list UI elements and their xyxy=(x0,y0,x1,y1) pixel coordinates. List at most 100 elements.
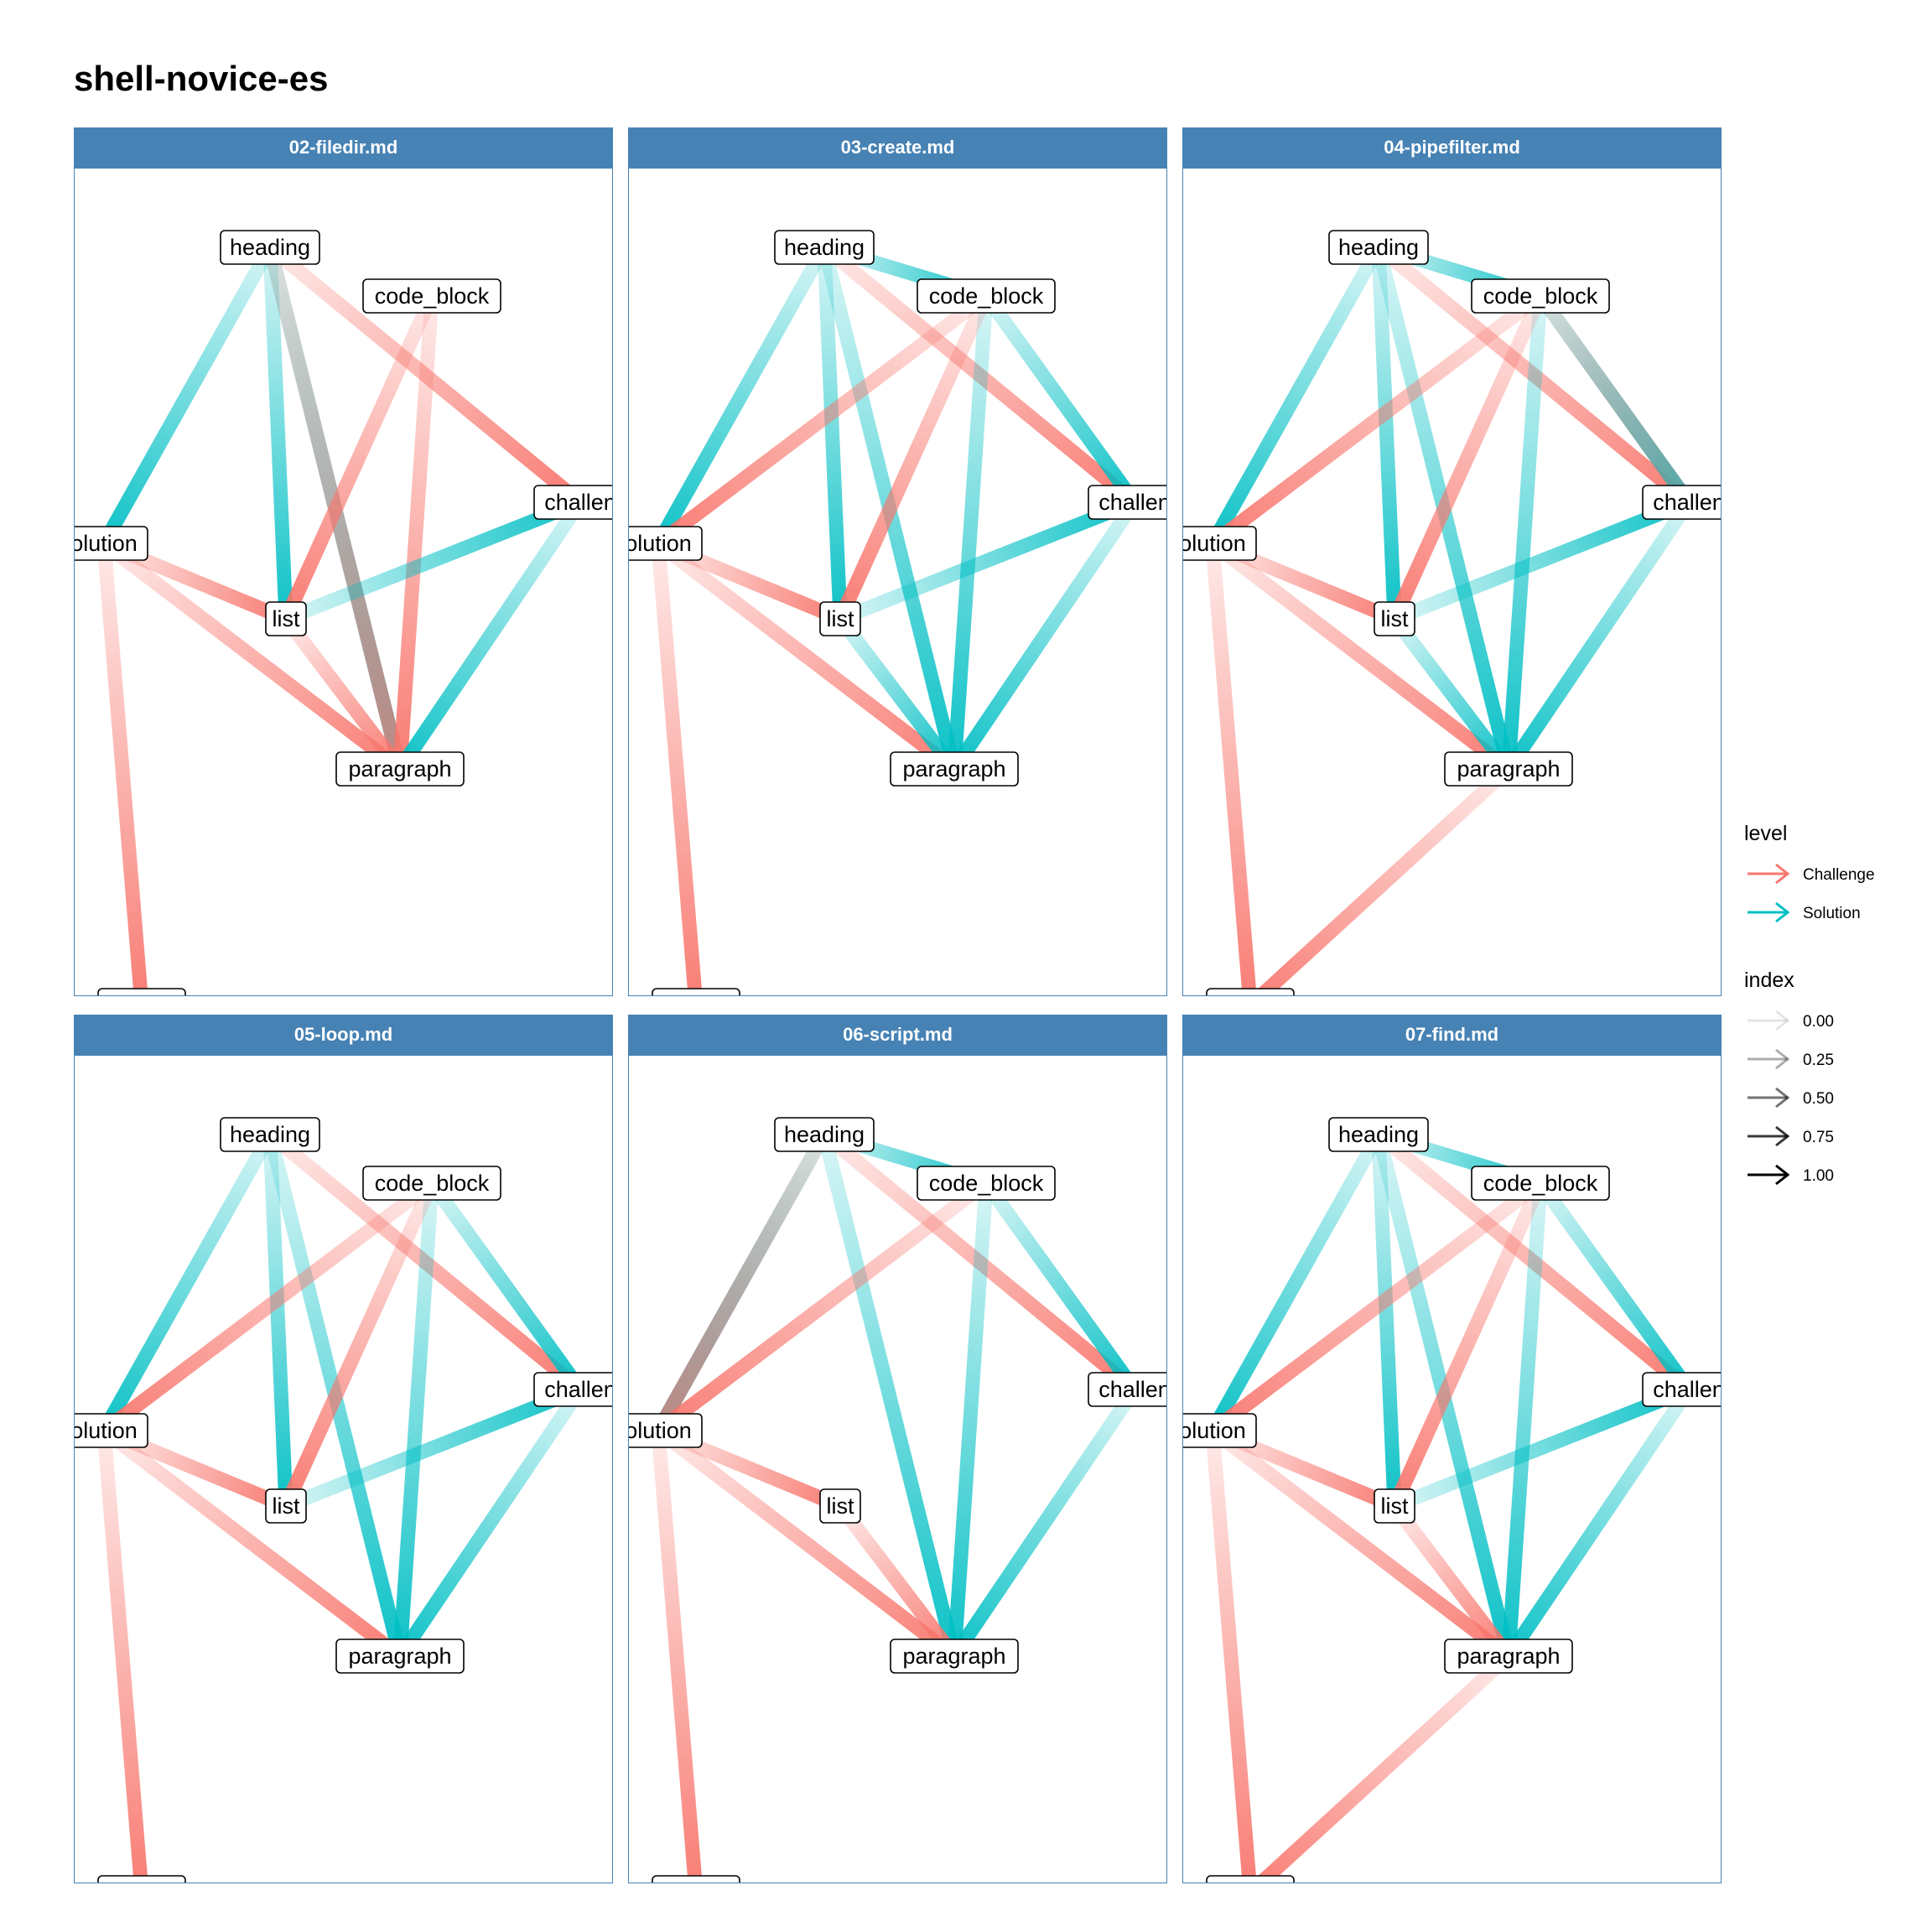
node-solution: olution xyxy=(75,526,148,561)
node-label-box xyxy=(265,1488,307,1524)
node-label-text: code_block xyxy=(1483,1171,1598,1196)
node-solution: olution xyxy=(75,1413,148,1448)
node-challenge: challen xyxy=(1088,1372,1166,1407)
node-label-box xyxy=(774,1117,875,1152)
node-label-box xyxy=(533,485,612,520)
graph-plot-area: heading code_block challen olution list parag… xyxy=(1182,168,1722,996)
edge-solution-lesson-challenge xyxy=(651,1430,703,1883)
edge-heading-list-solution xyxy=(262,1134,293,1507)
node-label-box xyxy=(1088,1372,1166,1407)
node-label-box xyxy=(890,1639,1019,1674)
node-list: list xyxy=(1374,1488,1415,1524)
legend-level-challenge: Challenge xyxy=(1744,858,1912,896)
node-heading: heading xyxy=(1328,230,1429,265)
node-label-box xyxy=(1471,1166,1610,1201)
page-title: shell-novice-es xyxy=(74,59,329,98)
facet-panel: 07-find.md heading code_block challen olutio… xyxy=(1182,1015,1722,1883)
node-label-text: heading xyxy=(230,1122,310,1147)
node-label-box xyxy=(75,526,148,561)
edge-list-paragraph-challenge xyxy=(1389,1501,1514,1661)
node-label-box xyxy=(1183,1413,1257,1448)
edge-code_block-paragraph-challenge xyxy=(392,295,439,770)
legend-index-label: 0.00 xyxy=(1803,1013,1834,1031)
node-code_block: code_block xyxy=(917,278,1056,314)
node-label-text: lesson xyxy=(663,993,729,995)
node-challenge: challen xyxy=(1088,485,1166,520)
node-lesson: lesson xyxy=(97,988,186,995)
facet-strip-label: 04-pipefilter.md xyxy=(1182,127,1722,168)
node-solution: olution xyxy=(1183,1413,1257,1448)
node-label-box xyxy=(1088,485,1166,520)
node-code_block: code_block xyxy=(917,1166,1056,1201)
edge-code_block-challenge-solution xyxy=(1535,1179,1695,1394)
facet-strip-label: 07-find.md xyxy=(1182,1015,1722,1055)
node-label-box xyxy=(652,988,740,995)
node-label-text: list xyxy=(1381,606,1409,631)
edge-list-challenge-solution xyxy=(283,496,584,626)
node-label-box xyxy=(1328,1117,1429,1152)
edge-solution-lesson-challenge xyxy=(96,1430,148,1883)
edge-code_block-list-challenge xyxy=(1388,1180,1547,1509)
edge-solution-lesson-challenge xyxy=(96,543,148,995)
edge-list-paragraph-solution xyxy=(1389,614,1514,774)
edge-solution-paragraph-challenge xyxy=(653,1425,959,1662)
edge-code_block-solution-challenge xyxy=(653,1177,991,1436)
node-label-text: olution xyxy=(75,1418,138,1443)
edge-code_block-paragraph-solution xyxy=(1501,295,1548,770)
node-label-text: code_block xyxy=(375,283,490,309)
edge-code_block-challenge-solution xyxy=(980,1179,1140,1394)
edge-challenge-paragraph-solution xyxy=(948,1385,1141,1660)
node-label-text: heading xyxy=(230,235,310,260)
node-label-box xyxy=(75,1413,148,1448)
legend-index-row: 0.00 xyxy=(1744,1005,1912,1043)
node-paragraph: paragraph xyxy=(1444,751,1573,787)
edge-solution-paragraph-challenge xyxy=(1208,1425,1514,1662)
node-label-box xyxy=(335,751,465,787)
edge-code_block-paragraph-solution xyxy=(947,295,994,770)
graph-plot-area: heading code_block challen olution list parag… xyxy=(1182,1055,1722,1883)
node-label-text: list xyxy=(1381,1493,1409,1519)
node-label-text: challen xyxy=(1098,490,1166,515)
legend-index-row: 0.75 xyxy=(1744,1120,1912,1159)
edge-heading-paragraph-solution xyxy=(817,1132,962,1659)
arrow-icon xyxy=(1748,1048,1790,1070)
node-label-text: challen xyxy=(1653,490,1721,515)
node-label-box xyxy=(819,1488,861,1524)
node-lesson: lesson xyxy=(97,1875,186,1883)
edge-solution-paragraph-challenge xyxy=(99,538,405,775)
edge-code_block-solution-challenge xyxy=(99,1177,437,1436)
node-challenge: challen xyxy=(1642,1372,1721,1407)
node-label-box xyxy=(220,1117,320,1152)
legend-level-label: Solution xyxy=(1803,905,1861,922)
node-label-box xyxy=(1444,751,1573,787)
node-list: list xyxy=(265,1488,307,1524)
node-label-text: code_block xyxy=(929,283,1044,309)
node-label-text: paragraph xyxy=(348,756,451,782)
node-label-box xyxy=(1183,526,1257,561)
node-solution: olution xyxy=(629,526,703,561)
node-label-box xyxy=(890,751,1019,787)
edge-heading-solution-challenge xyxy=(652,1130,831,1435)
edge-solution-paragraph-challenge xyxy=(1208,538,1514,775)
node-label-box xyxy=(1444,1639,1573,1674)
node-label-box xyxy=(362,278,501,314)
edge-heading-list-solution xyxy=(262,247,293,620)
node-label-box xyxy=(652,1875,740,1883)
edge-challenge-paragraph-solution xyxy=(948,498,1141,773)
node-heading: heading xyxy=(774,1117,875,1152)
legend-index-row: 0.25 xyxy=(1744,1043,1912,1082)
node-code_block: code_block xyxy=(362,1166,501,1201)
legend-index-label: 0.25 xyxy=(1803,1052,1834,1069)
legend-index-label: 1.00 xyxy=(1803,1167,1834,1185)
node-heading: heading xyxy=(220,230,320,265)
node-paragraph: paragraph xyxy=(890,1639,1019,1674)
facet-strip-label: 02-filedir.md xyxy=(74,127,613,168)
legend-level-solution: Solution xyxy=(1744,896,1912,935)
arrow-icon xyxy=(1748,1010,1790,1031)
node-heading: heading xyxy=(220,1117,320,1152)
legend-index-row: 1.00 xyxy=(1744,1159,1912,1197)
edge-code_block-challenge-solution xyxy=(426,1179,586,1394)
node-label-box xyxy=(335,1639,465,1674)
